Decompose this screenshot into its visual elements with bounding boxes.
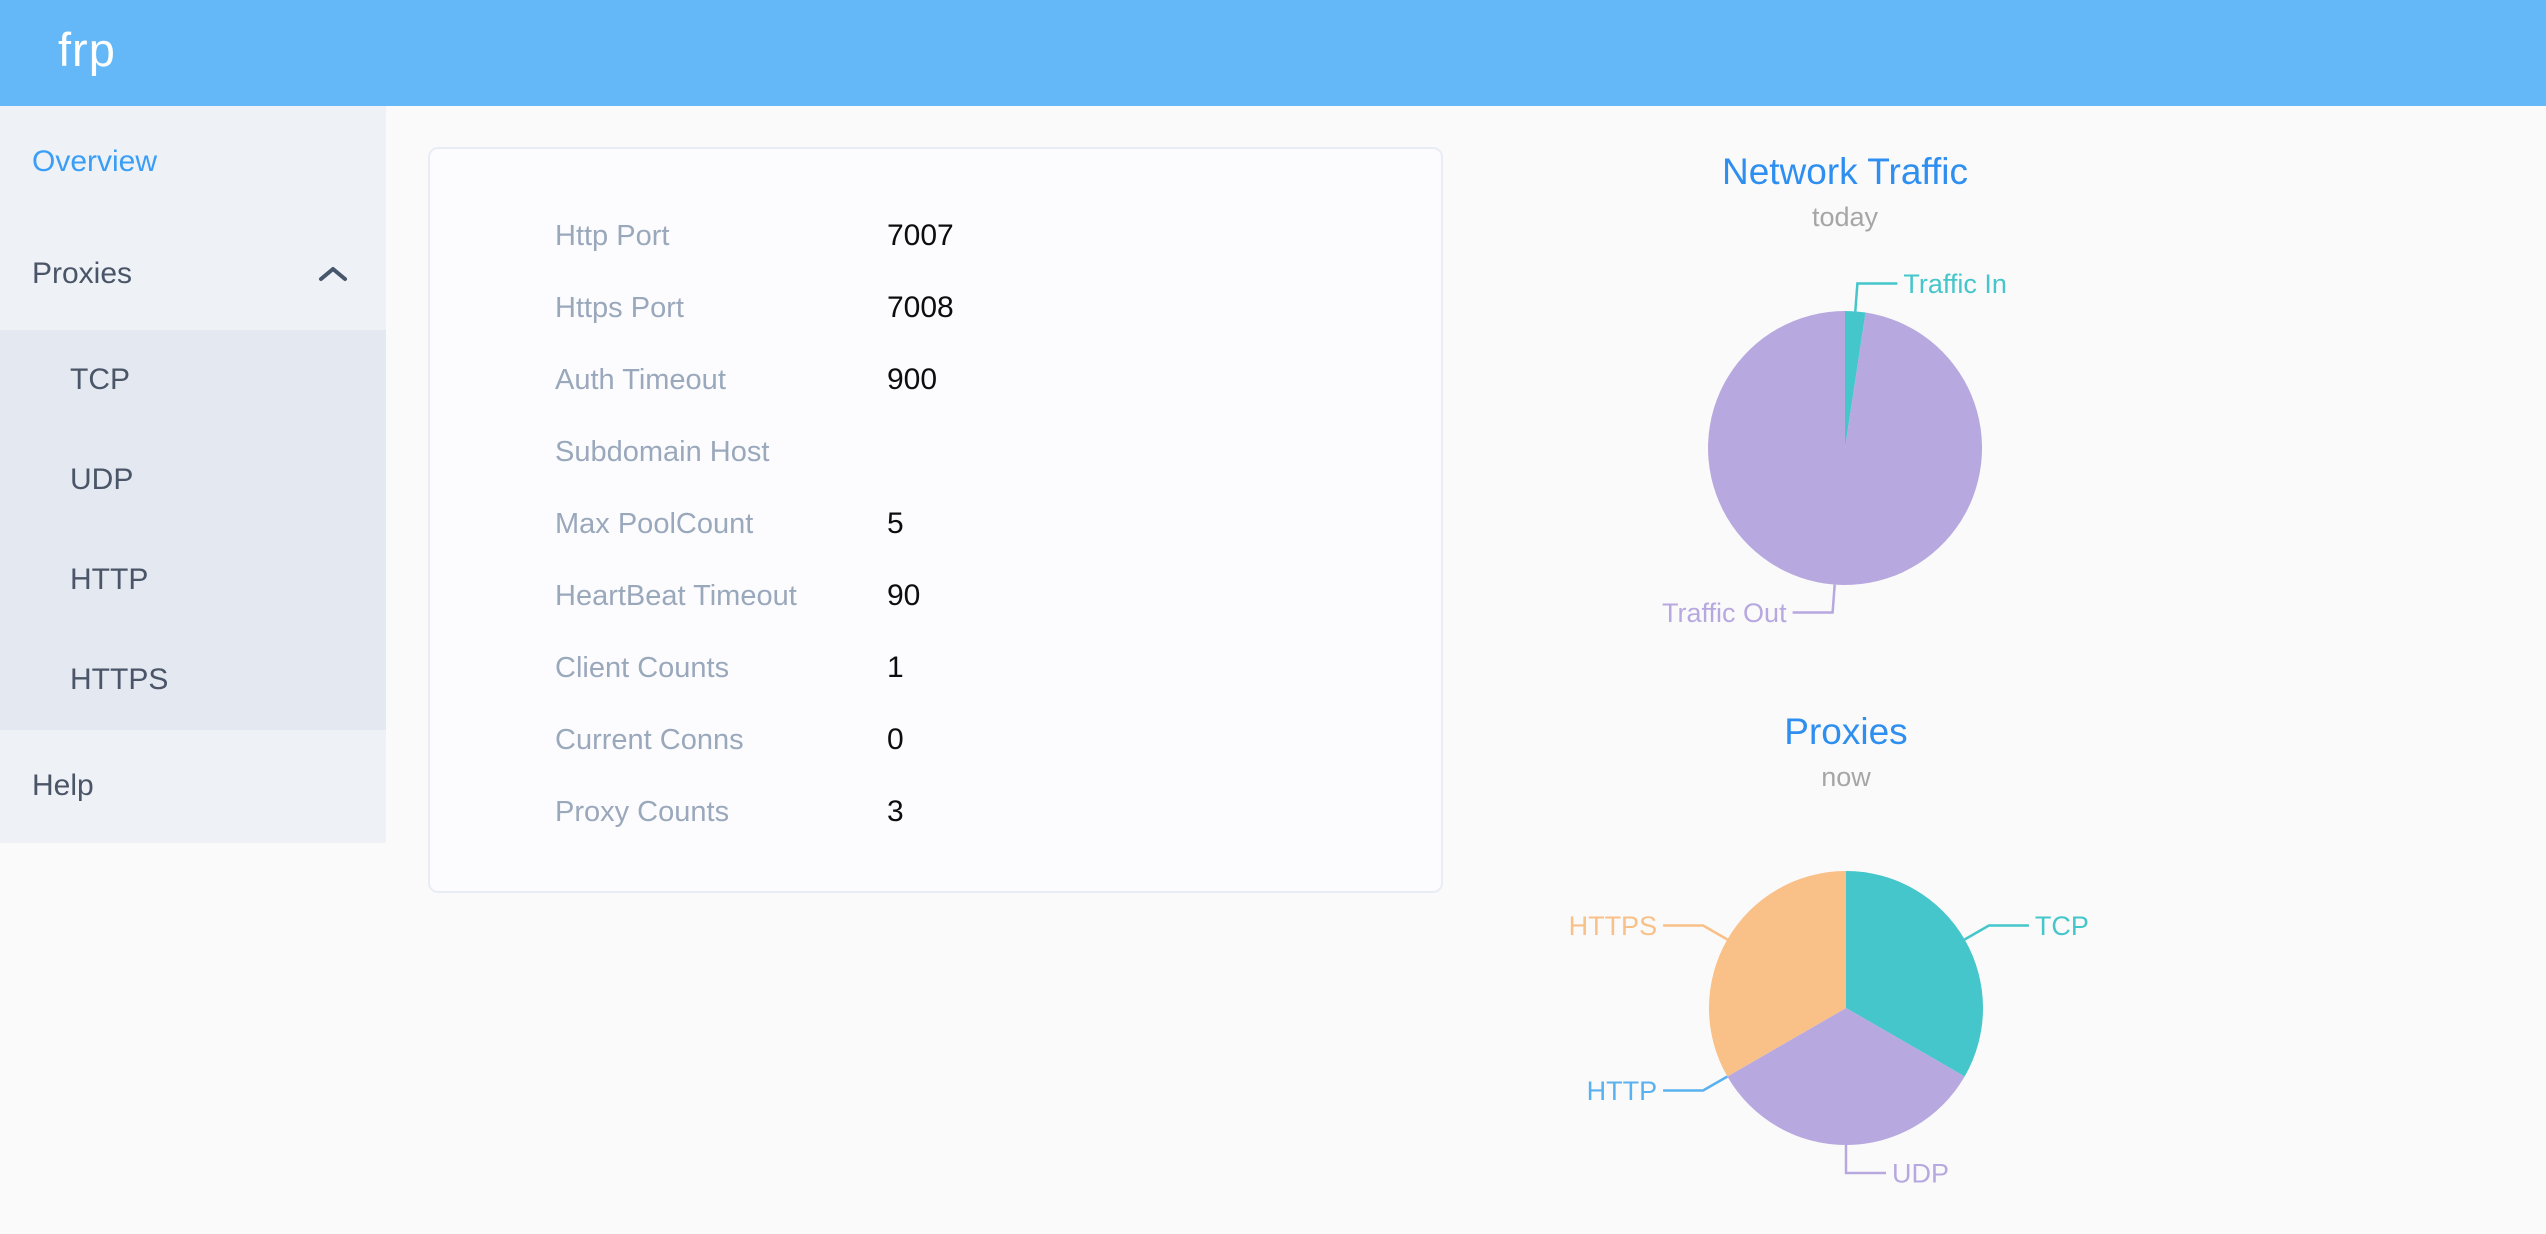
pie-slice-traffic-in[interactable] [1845, 311, 1866, 448]
chart-title: Network Traffic [1721, 151, 1969, 192]
chart-subtitle: today [1811, 202, 1879, 232]
pie-label-line [1663, 924, 1729, 941]
pie-label-udp: UDP [1892, 1158, 1949, 1188]
pie-label-traffic-out: Traffic Out [1662, 598, 1787, 628]
pie-label-https: HTTPS [1569, 911, 1658, 941]
config-row: HeartBeat Timeout 90 [555, 560, 1441, 632]
pie-label-tcp: TCP [2035, 911, 2089, 941]
sidebar-submenu: TCP UDP HTTP HTTPS [0, 330, 386, 730]
config-value: 7007 [887, 219, 954, 252]
proxies-chart: Proxies now TCP UDP HTTP HTTPS [1536, 710, 2156, 1226]
pie-label-line [1844, 1145, 1886, 1175]
config-row: Proxy Counts 3 [555, 776, 1441, 848]
config-value: 90 [887, 579, 921, 612]
pie-slice-traffic-out[interactable] [1708, 311, 1983, 585]
config-label: Max PoolCount [555, 507, 754, 540]
config-value: 0 [887, 723, 904, 756]
config-value: 3 [887, 795, 904, 828]
sidebar-item-https[interactable]: HTTPS [70, 663, 169, 696]
config-label: Subdomain Host [555, 435, 770, 468]
sidebar-item-label: Help [32, 769, 94, 802]
pie-label-line [1963, 924, 2029, 941]
config-row: Current Conns 0 [555, 704, 1441, 776]
sidebar-item-udp[interactable]: UDP [70, 463, 134, 496]
config-label: Http Port [555, 219, 670, 252]
config-value: 900 [887, 363, 938, 396]
sidebar-item-label: Proxies [32, 257, 133, 290]
pie-label-line [1792, 584, 1836, 614]
pie-slice-tcp[interactable] [1846, 871, 1984, 1077]
config-row: Client Counts 1 [555, 632, 1441, 704]
config-row: Http Port 7007 [555, 200, 1441, 272]
sidebar-item-http[interactable]: HTTP [70, 563, 149, 596]
sidebar-item-label: Overview [32, 145, 158, 178]
config-label: Current Conns [555, 723, 744, 756]
app-logo: frp [58, 23, 116, 76]
chart-subtitle: now [1821, 762, 1871, 792]
config-label: Auth Timeout [555, 363, 726, 396]
sidebar-item-overview[interactable]: Overview [0, 106, 386, 218]
pie-label-line [1663, 1075, 1729, 1092]
proxies-pie: TCP UDP HTTP HTTPS [1569, 871, 2089, 1188]
pie-label-line [1854, 282, 1898, 312]
sidebar: Overview Proxies TCP UDP HTTP HTTPS Help [0, 106, 386, 843]
pie-label-traffic-in: Traffic In [1903, 269, 2007, 299]
config-value: 1 [887, 651, 904, 684]
chevron-up-icon [319, 267, 347, 281]
pie-label-http: HTTP [1587, 1076, 1658, 1106]
network-traffic-chart: Network Traffic today Traffic In Traffic … [1535, 150, 2155, 666]
config-row: Subdomain Host [555, 416, 1441, 488]
app-header: frp [0, 0, 2546, 106]
config-row: Max PoolCount 5 [555, 488, 1441, 560]
config-label: Client Counts [555, 651, 730, 684]
sidebar-item-help[interactable]: Help [0, 730, 386, 842]
sidebar-item-tcp[interactable]: TCP [70, 363, 130, 396]
config-row: Https Port 7008 [555, 272, 1441, 344]
config-label: Https Port [555, 291, 684, 324]
network-traffic-pie: Traffic In Traffic Out [1662, 269, 2007, 628]
config-value: 5 [887, 507, 904, 540]
pie-slice-https[interactable] [1708, 871, 1846, 1077]
server-config-card: Http Port 7007 Https Port 7008 Auth Time… [428, 147, 1443, 893]
pie-slice-udp[interactable] [1727, 1008, 1965, 1146]
chart-title: Proxies [1784, 711, 1908, 752]
config-label: HeartBeat Timeout [555, 579, 797, 612]
config-label: Proxy Counts [555, 795, 730, 828]
config-value: 7008 [887, 291, 954, 324]
config-row: Auth Timeout 900 [555, 344, 1441, 416]
sidebar-item-proxies[interactable]: Proxies [0, 218, 386, 330]
